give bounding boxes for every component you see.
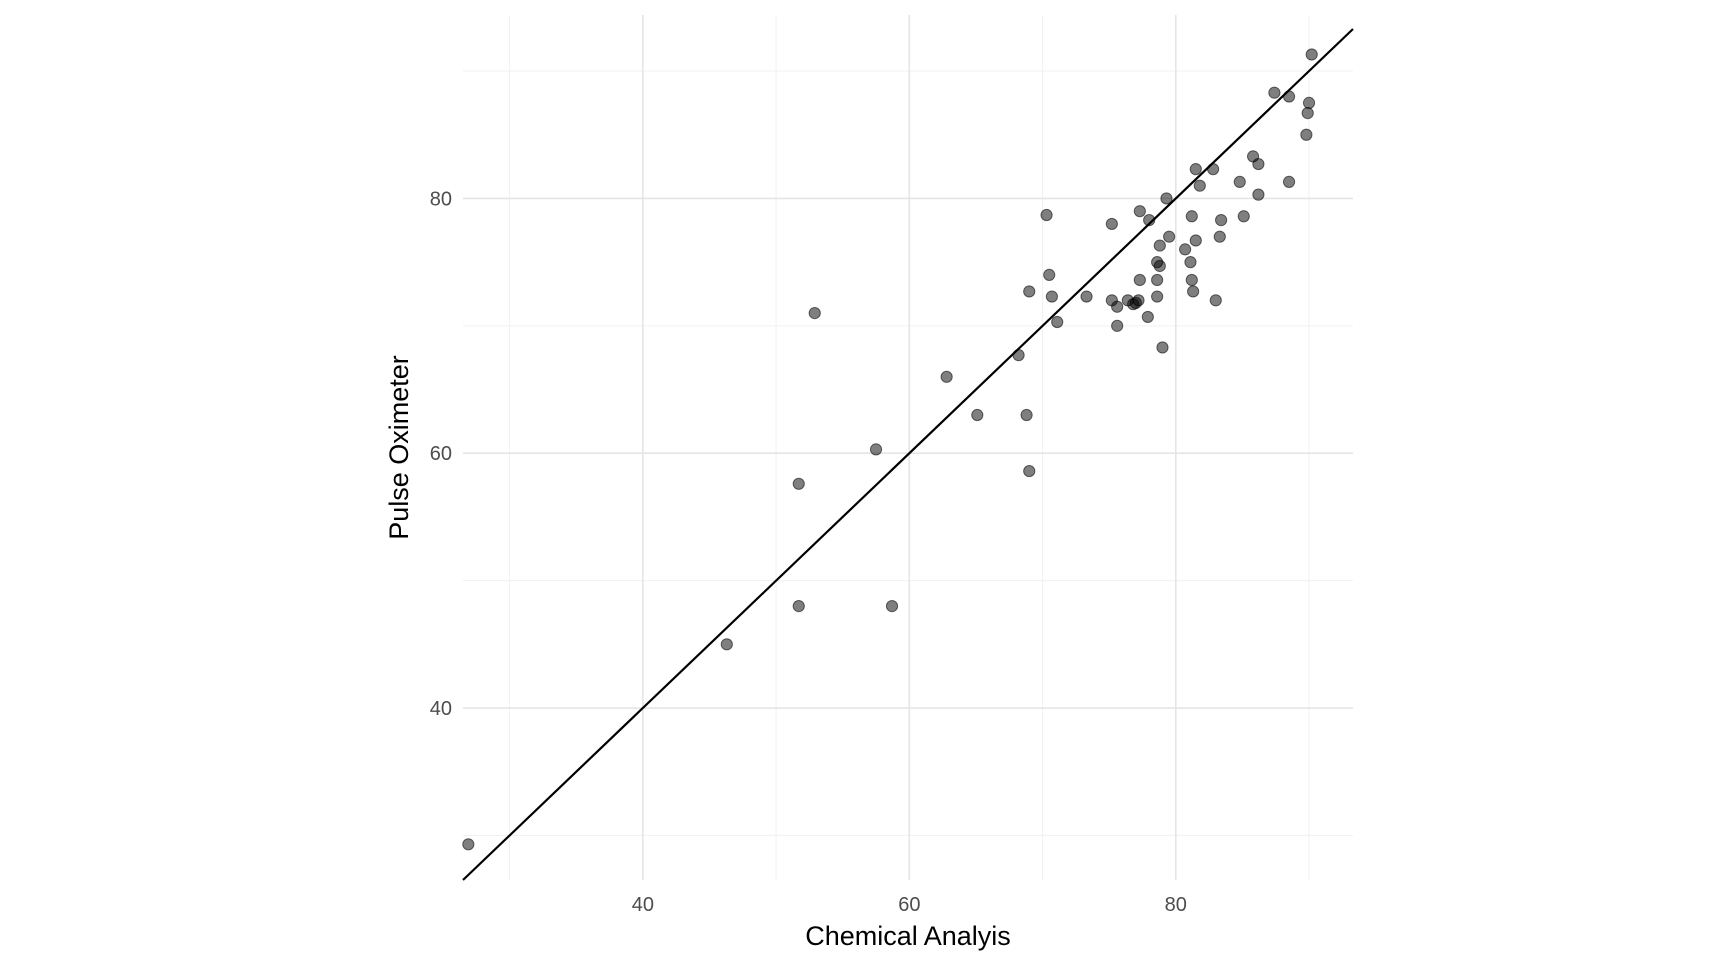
y-tick-label: 80 — [430, 188, 452, 210]
scatter-point — [885, 600, 899, 613]
scatter-point — [869, 443, 883, 456]
scatter-point — [1043, 268, 1056, 281]
data-points — [462, 48, 1318, 851]
x-axis-title: Chemical Analyis — [805, 921, 1011, 951]
scatter-point — [940, 370, 953, 383]
scatter-point — [1163, 230, 1176, 243]
scatter-point — [720, 638, 733, 651]
scatter-point — [1105, 217, 1118, 231]
scatter-point — [1233, 175, 1246, 188]
scatter-point — [1214, 214, 1228, 227]
scatter-point — [1187, 285, 1200, 298]
scatter-point — [1302, 96, 1316, 110]
scatter-point — [1156, 341, 1169, 354]
scatter-point — [1151, 273, 1164, 287]
grid-lines — [463, 15, 1353, 880]
scatter-point — [1301, 106, 1314, 120]
scatter-point — [1151, 290, 1164, 303]
scatter-point — [1141, 310, 1154, 324]
scatter-point — [1300, 128, 1313, 141]
scatter-point — [1252, 157, 1265, 171]
scatter-point — [1111, 319, 1124, 332]
x-axis-ticks: 40 60 80 — [632, 894, 1187, 916]
scatter-point — [792, 600, 805, 613]
scatter-point — [1153, 259, 1166, 273]
scatter-point — [1080, 290, 1093, 303]
scatter-point — [1160, 192, 1173, 205]
scatter-point — [1012, 349, 1025, 362]
scatter-point — [1111, 300, 1124, 313]
x-tick-label: 80 — [1165, 894, 1187, 916]
scatter-point — [462, 838, 475, 851]
scatter-point — [1153, 239, 1166, 252]
x-tick-label: 60 — [898, 894, 920, 916]
scatter-point — [1133, 273, 1146, 287]
scatter-point — [1189, 163, 1202, 176]
scatter-point — [1209, 294, 1222, 307]
scatter-point — [1179, 243, 1192, 256]
scatter-point — [808, 307, 821, 320]
scatter-point — [1193, 179, 1206, 192]
scatter-point — [1020, 408, 1033, 422]
y-tick-label: 60 — [430, 443, 452, 465]
scatter-point — [1040, 208, 1053, 222]
scatter-point — [1207, 163, 1220, 176]
reference-line-group — [462, 28, 1354, 881]
scatter-point — [1185, 273, 1198, 287]
scatter-point — [1252, 188, 1265, 201]
scatter-point — [1132, 294, 1145, 307]
scatter-point — [1051, 315, 1064, 329]
y-axis-title: Pulse Oximeter — [384, 355, 414, 540]
scatter-point — [1282, 175, 1296, 188]
y-axis-ticks: 40 60 80 — [430, 188, 452, 720]
scatter-point — [1189, 234, 1202, 247]
scatter-point — [971, 408, 984, 422]
identity-line — [462, 28, 1354, 881]
scatter-point — [1213, 230, 1226, 243]
scatter-point — [1023, 285, 1036, 298]
scatter-point — [1143, 214, 1156, 227]
scatter-point — [792, 477, 805, 490]
x-tick-label: 40 — [632, 894, 654, 916]
scatter-point — [1185, 210, 1198, 223]
scatter-point — [1045, 290, 1058, 303]
scatter-point — [1282, 90, 1296, 103]
scatter-point — [1023, 464, 1036, 478]
scatter-point — [1305, 48, 1318, 61]
scatter-point — [1268, 86, 1281, 99]
scatter-point — [1184, 256, 1197, 269]
y-tick-label: 40 — [430, 698, 452, 720]
scatter-point — [1237, 210, 1250, 223]
scatter-point — [1133, 205, 1146, 218]
